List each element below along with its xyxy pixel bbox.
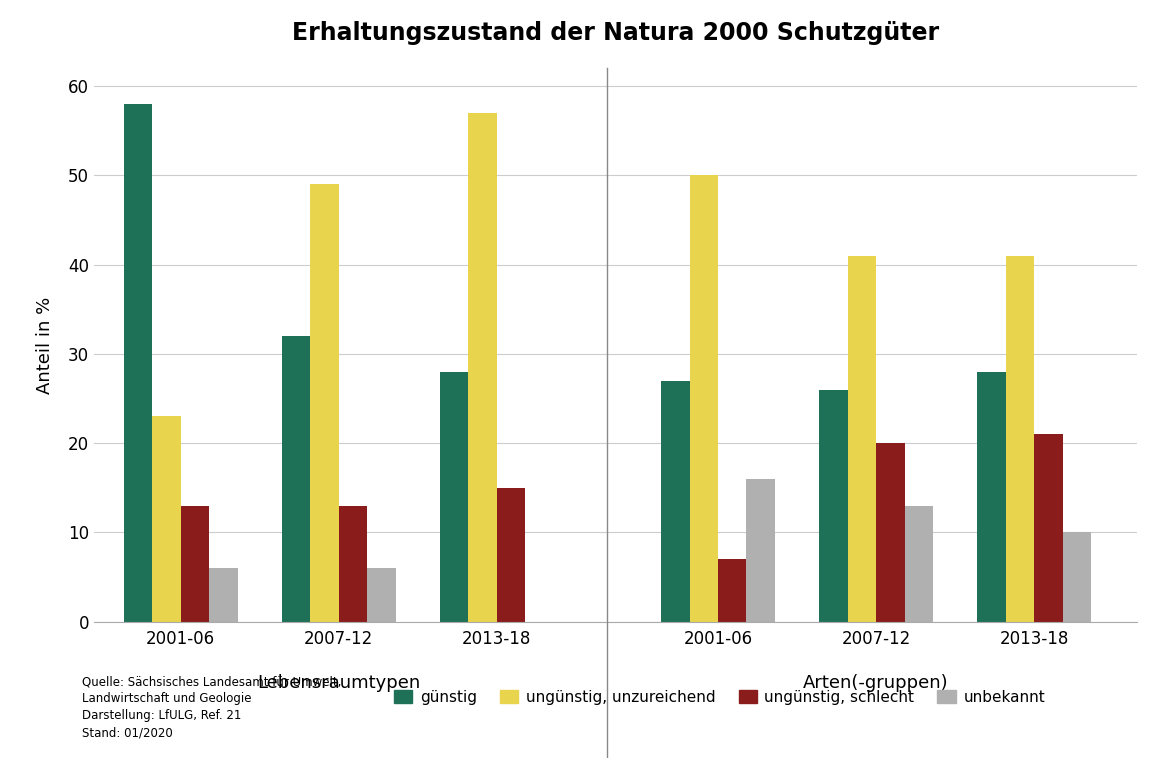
Bar xyxy=(469,113,497,622)
Bar xyxy=(367,568,396,622)
Bar xyxy=(689,175,718,622)
Bar xyxy=(819,390,847,622)
Bar xyxy=(661,381,689,622)
Legend: günstig, ungünstig, unzureichend, ungünstig, schlecht, unbekannt: günstig, ungünstig, unzureichend, ungüns… xyxy=(388,684,1051,711)
Bar xyxy=(1034,434,1063,622)
Bar xyxy=(180,506,209,622)
Title: Erhaltungszustand der Natura 2000 Schutzgüter: Erhaltungszustand der Natura 2000 Schutz… xyxy=(292,21,939,45)
Bar xyxy=(1063,532,1091,622)
Bar xyxy=(497,487,525,622)
Bar xyxy=(718,559,747,622)
Y-axis label: Anteil in %: Anteil in % xyxy=(36,296,54,393)
Bar xyxy=(152,416,180,622)
Bar xyxy=(847,255,875,622)
Bar xyxy=(905,506,933,622)
Text: Quelle: Sächsisches Landesamt für Umwelt,
Landwirtschaft und Geologie
Darstellun: Quelle: Sächsisches Landesamt für Umwelt… xyxy=(82,675,341,739)
Bar xyxy=(339,506,367,622)
Bar xyxy=(209,568,238,622)
Bar xyxy=(747,479,775,622)
Bar xyxy=(977,371,1006,622)
Bar xyxy=(1006,255,1034,622)
Bar xyxy=(440,371,469,622)
Text: Arten(-gruppen): Arten(-gruppen) xyxy=(803,675,949,692)
Bar xyxy=(281,336,311,622)
Bar xyxy=(124,104,152,622)
Text: Lebensraumtypen: Lebensraumtypen xyxy=(257,675,421,692)
Bar xyxy=(311,184,339,622)
Bar xyxy=(875,443,905,622)
